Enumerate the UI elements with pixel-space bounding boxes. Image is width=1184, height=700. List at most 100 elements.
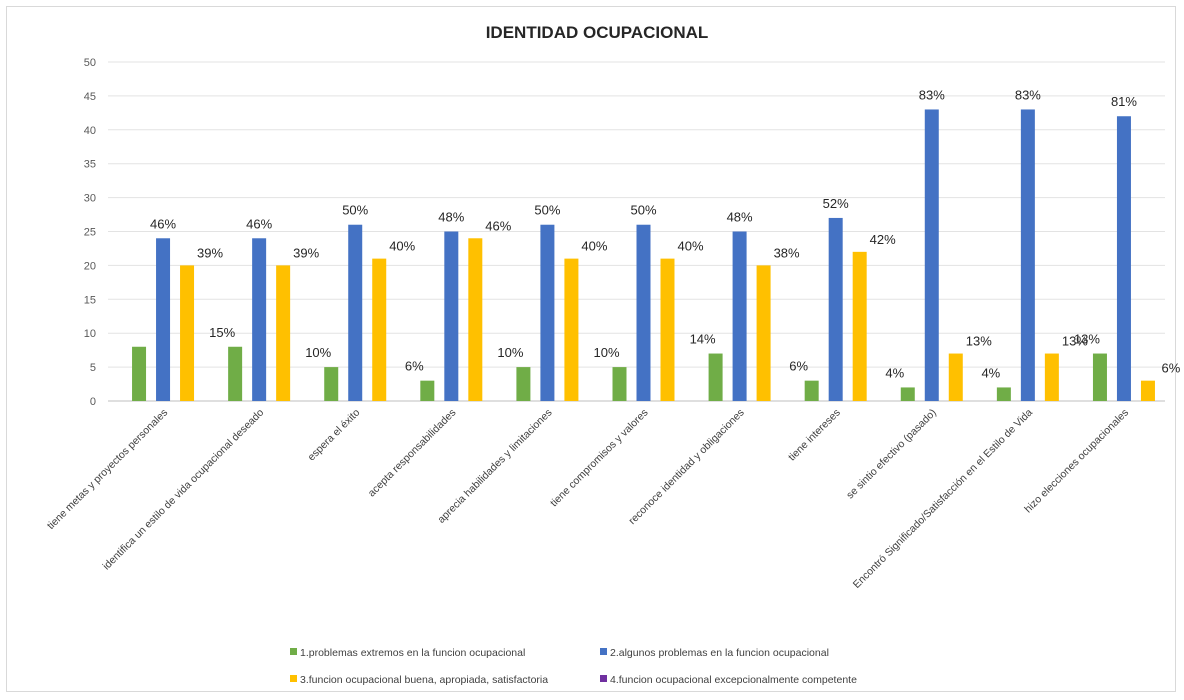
data-label: 83% (919, 87, 945, 102)
data-label: 40% (581, 239, 607, 254)
legend-swatch (290, 675, 297, 682)
data-label: 10% (305, 345, 331, 360)
data-label: 10% (593, 345, 619, 360)
bar-series-3 (564, 258, 579, 401)
legend: 1.problemas extremos en la funcion ocupa… (290, 647, 857, 686)
legend-swatch (290, 648, 297, 655)
bar-series-3 (852, 251, 867, 401)
data-label: 6% (1162, 361, 1181, 376)
legend-label: 2.algunos problemas en la funcion ocupac… (610, 647, 829, 659)
y-tick-label: 45 (84, 91, 96, 103)
category-label: acepta responsabilidades (366, 407, 459, 500)
data-label: 4% (885, 365, 904, 380)
y-tick-label: 30 (84, 193, 96, 205)
bar-series-2 (252, 238, 267, 401)
bar-series-3 (660, 258, 675, 401)
data-label: 48% (438, 210, 464, 225)
data-label: 81% (1111, 94, 1137, 109)
bar-series-2 (828, 217, 843, 401)
y-axis-ticks: 0 5 10 15 20 25 30 35 40 45 50 (84, 57, 96, 408)
data-label: 15% (209, 325, 235, 340)
data-label: 6% (405, 359, 424, 374)
data-label: 13% (966, 334, 992, 349)
bar-series-2 (732, 231, 747, 401)
legend-swatch (600, 648, 607, 655)
data-label: 14% (690, 332, 716, 347)
bars (132, 109, 1155, 402)
data-label: 38% (774, 245, 800, 260)
data-label: 10% (497, 345, 523, 360)
data-label: 50% (342, 203, 368, 218)
y-tick-label: 40 (84, 125, 96, 137)
bar-series-3 (180, 265, 195, 401)
category-label: identifica un estilo de vida ocupacional… (100, 407, 266, 573)
data-label: 39% (197, 245, 223, 260)
category-label: hizo elecciones ocupacionales (1022, 407, 1131, 516)
bar-series-3 (372, 258, 387, 401)
chart-frame (6, 6, 1176, 692)
chart-title: IDENTIDAD OCUPACIONAL (486, 23, 709, 42)
data-label: 46% (246, 216, 272, 231)
bar-series-2 (444, 231, 459, 401)
y-tick-label: 20 (84, 260, 96, 272)
data-label: 46% (485, 218, 511, 233)
bar-series-2 (636, 224, 651, 401)
data-label: 83% (1015, 87, 1041, 102)
y-tick-label: 15 (84, 294, 96, 306)
category-labels: tiene metas y proyectos personalesidenti… (45, 407, 1131, 591)
bar-series-1 (804, 380, 819, 401)
bar-series-1 (132, 346, 147, 401)
bar-series-1 (324, 367, 339, 401)
bar-series-1 (708, 353, 723, 401)
bar-series-1 (612, 367, 627, 401)
data-label: 39% (293, 245, 319, 260)
data-label: 13% (1074, 332, 1100, 347)
bar-series-3 (756, 265, 771, 401)
bar-series-3 (1044, 353, 1059, 401)
bar-series-3 (948, 353, 963, 401)
data-label: 48% (727, 210, 753, 225)
bar-series-1 (1092, 353, 1107, 401)
category-label: reconoce identidad y obligaciones (626, 407, 746, 527)
data-label: 13% (1062, 334, 1088, 349)
bar-series-2 (156, 238, 171, 401)
y-tick-label: 50 (84, 57, 96, 69)
legend-label: 3.funcion ocupacional buena, apropiada, … (300, 674, 548, 686)
legend-label: 1.problemas extremos en la funcion ocupa… (300, 647, 525, 659)
data-label: 40% (677, 239, 703, 254)
data-label: 46% (150, 216, 176, 231)
bar-series-3 (1140, 380, 1155, 401)
y-tick-label: 25 (84, 227, 96, 239)
data-label: 52% (823, 196, 849, 211)
bar-series-1 (996, 387, 1011, 401)
y-tick-label: 0 (90, 396, 96, 408)
category-label: tiene compromisos y valores (548, 407, 651, 510)
data-labels: 46% 39% 15% 46% 39% 10% 50% 40% 6% 48% 46% 10% 50% 40… (150, 87, 1181, 380)
bar-series-1 (420, 380, 435, 401)
bar-series-2 (348, 224, 363, 401)
bar-series-2 (540, 224, 555, 401)
bar-series-3 (276, 265, 291, 401)
data-label: 40% (389, 239, 415, 254)
category-label: Encontró Significado/Satisfacción en el … (851, 407, 1035, 591)
data-label: 6% (789, 359, 808, 374)
bar-series-3 (468, 238, 483, 401)
y-tick-label: 35 (84, 159, 96, 171)
data-label: 4% (981, 365, 1000, 380)
category-label: se sintio efectivo (pasado) (844, 407, 939, 502)
category-label: espera el éxito (306, 407, 363, 464)
bar-series-2 (1020, 109, 1035, 402)
bar-series-2 (1116, 116, 1131, 402)
bar-series-2 (924, 109, 939, 402)
data-label: 50% (534, 203, 560, 218)
category-label: tiene intereses (786, 407, 843, 464)
bar-series-1 (516, 367, 531, 401)
y-tick-label: 10 (84, 328, 96, 340)
legend-swatch (600, 675, 607, 682)
bar-series-1 (900, 387, 915, 401)
data-label: 50% (630, 203, 656, 218)
y-tick-label: 5 (90, 362, 96, 374)
category-label: aprecia habilidades y limitaciones (435, 407, 554, 526)
data-label: 42% (870, 232, 896, 247)
